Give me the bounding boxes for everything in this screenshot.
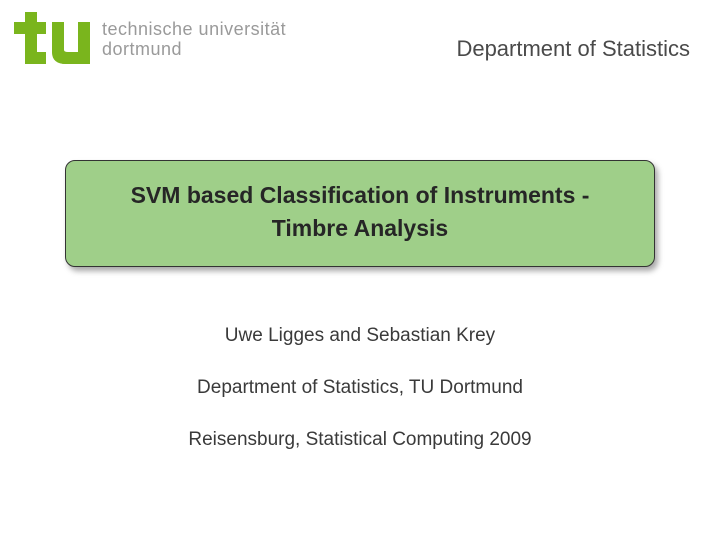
event: Reisensburg, Statistical Computing 2009 [0, 429, 720, 451]
authors: Uwe Ligges and Sebastian Krey [0, 325, 720, 347]
logo-line1: technische universität [102, 20, 286, 40]
title-box: SVM based Classification of Instruments … [65, 160, 655, 267]
header: technische universität dortmund Departme… [0, 0, 720, 70]
title-line2: Timbre Analysis [84, 212, 636, 245]
logo-text: technische universität dortmund [96, 12, 286, 60]
affiliation: Department of Statistics, TU Dortmund [0, 377, 720, 399]
logo-block: technische universität dortmund [14, 12, 286, 70]
tu-logo-icon [14, 12, 96, 70]
title-line1: SVM based Classification of Instruments … [84, 179, 636, 212]
info-block: Uwe Ligges and Sebastian Krey Department… [0, 325, 720, 451]
department-label: Department of Statistics [456, 12, 690, 62]
logo-line2: dortmund [102, 40, 286, 60]
